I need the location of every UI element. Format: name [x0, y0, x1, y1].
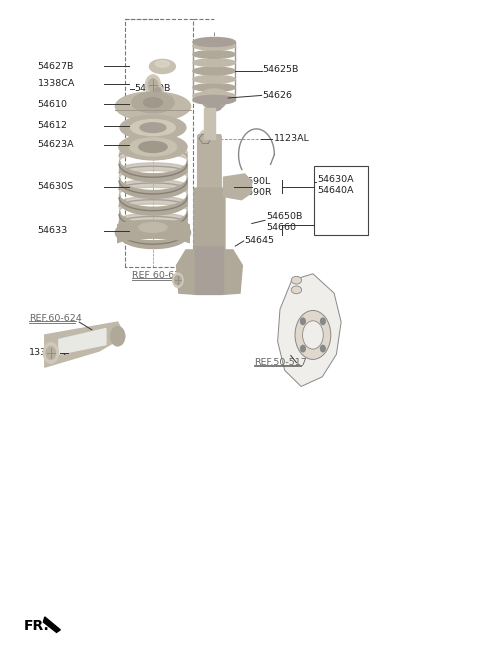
Circle shape	[155, 87, 161, 97]
Circle shape	[173, 273, 183, 287]
Text: 54640A: 54640A	[317, 186, 354, 195]
Bar	[204, 108, 215, 139]
Polygon shape	[43, 617, 60, 633]
Circle shape	[295, 311, 331, 359]
Ellipse shape	[119, 134, 187, 160]
Ellipse shape	[177, 226, 191, 239]
Polygon shape	[177, 250, 242, 294]
Ellipse shape	[131, 120, 175, 135]
Circle shape	[300, 318, 305, 325]
Circle shape	[43, 343, 59, 363]
Ellipse shape	[139, 141, 167, 152]
FancyBboxPatch shape	[194, 188, 225, 253]
Text: 54630S: 54630S	[38, 183, 74, 191]
Text: 54630A: 54630A	[317, 175, 354, 184]
Circle shape	[302, 321, 323, 349]
Ellipse shape	[156, 60, 169, 67]
Circle shape	[145, 75, 160, 95]
Text: 1338CA: 1338CA	[29, 348, 67, 357]
Text: 54610: 54610	[38, 100, 68, 109]
Ellipse shape	[207, 104, 221, 111]
Text: 54623A: 54623A	[38, 141, 74, 150]
Text: 1338CA: 1338CA	[38, 79, 75, 88]
Text: 54626: 54626	[263, 91, 293, 100]
Ellipse shape	[115, 226, 130, 239]
Ellipse shape	[193, 95, 235, 104]
Polygon shape	[59, 328, 106, 354]
Polygon shape	[224, 174, 252, 200]
Ellipse shape	[291, 277, 301, 284]
Text: REF.50-517: REF.50-517	[254, 358, 307, 367]
Ellipse shape	[193, 51, 235, 58]
Ellipse shape	[120, 116, 186, 140]
Polygon shape	[277, 274, 341, 386]
Ellipse shape	[144, 98, 162, 107]
Text: 54660: 54660	[266, 223, 296, 232]
Text: 54612: 54612	[38, 121, 68, 130]
Text: REF 60-624: REF 60-624	[132, 271, 186, 280]
Circle shape	[175, 276, 181, 284]
Text: 54559B: 54559B	[134, 85, 170, 93]
FancyBboxPatch shape	[198, 135, 221, 195]
Text: FR.: FR.	[24, 619, 49, 633]
Text: REF.60-624: REF.60-624	[29, 314, 82, 323]
Ellipse shape	[193, 42, 235, 50]
Ellipse shape	[204, 99, 225, 109]
Text: 54650B: 54650B	[266, 212, 303, 221]
Ellipse shape	[193, 76, 235, 83]
Circle shape	[202, 133, 209, 144]
Circle shape	[321, 346, 325, 351]
Ellipse shape	[193, 92, 235, 100]
Ellipse shape	[110, 327, 125, 346]
Text: 54627B: 54627B	[38, 62, 74, 71]
Ellipse shape	[193, 59, 235, 66]
Ellipse shape	[139, 223, 167, 232]
Ellipse shape	[132, 92, 174, 113]
Ellipse shape	[193, 67, 235, 75]
Ellipse shape	[149, 59, 175, 74]
Text: 1123AL: 1123AL	[274, 134, 310, 143]
Circle shape	[321, 318, 325, 325]
Text: 54633: 54633	[38, 226, 68, 235]
Circle shape	[148, 79, 157, 91]
Polygon shape	[45, 322, 125, 367]
Text: 54690L: 54690L	[235, 177, 271, 186]
Circle shape	[199, 130, 211, 147]
Circle shape	[300, 346, 305, 351]
Ellipse shape	[193, 83, 235, 91]
Text: 54690R: 54690R	[235, 187, 272, 196]
FancyBboxPatch shape	[195, 247, 224, 294]
Ellipse shape	[140, 123, 166, 133]
Ellipse shape	[200, 89, 228, 103]
Ellipse shape	[193, 37, 235, 47]
Text: 54625B: 54625B	[263, 64, 299, 74]
Circle shape	[152, 85, 163, 100]
Ellipse shape	[291, 286, 301, 294]
Circle shape	[46, 346, 56, 359]
Ellipse shape	[130, 138, 177, 156]
Text: 54645: 54645	[245, 237, 275, 246]
Ellipse shape	[115, 92, 191, 121]
